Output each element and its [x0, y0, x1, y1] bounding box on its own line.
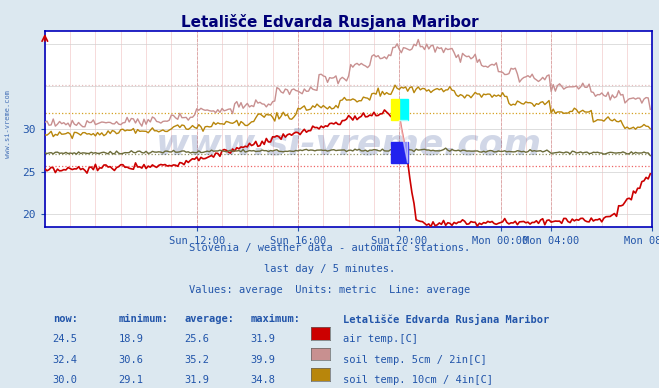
- Text: 39.9: 39.9: [250, 355, 275, 365]
- Text: 31.9: 31.9: [185, 375, 210, 385]
- Text: Slovenia / weather data - automatic stations.: Slovenia / weather data - automatic stat…: [189, 242, 470, 253]
- Text: 18.9: 18.9: [119, 334, 144, 345]
- Text: Letališče Edvarda Rusjana Maribor: Letališče Edvarda Rusjana Maribor: [343, 314, 549, 325]
- Text: minimum:: minimum:: [119, 314, 169, 324]
- Bar: [399, 142, 408, 163]
- Text: now:: now:: [53, 314, 78, 324]
- Text: maximum:: maximum:: [250, 314, 301, 324]
- Polygon shape: [399, 121, 408, 163]
- Text: air temp.[C]: air temp.[C]: [343, 334, 418, 345]
- Text: www.si-vreme.com: www.si-vreme.com: [156, 128, 542, 162]
- Text: 35.2: 35.2: [185, 355, 210, 365]
- Text: 24.5: 24.5: [53, 334, 78, 345]
- Text: 25.6: 25.6: [185, 334, 210, 345]
- Bar: [391, 142, 399, 163]
- Text: 30.6: 30.6: [119, 355, 144, 365]
- Text: 31.9: 31.9: [250, 334, 275, 345]
- Text: soil temp. 10cm / 4in[C]: soil temp. 10cm / 4in[C]: [343, 375, 493, 385]
- Text: last day / 5 minutes.: last day / 5 minutes.: [264, 264, 395, 274]
- Bar: [399, 99, 408, 121]
- Text: www.si-vreme.com: www.si-vreme.com: [5, 90, 11, 158]
- Text: Values: average  Units: metric  Line: average: Values: average Units: metric Line: aver…: [189, 285, 470, 295]
- Bar: [391, 99, 399, 121]
- Text: 34.8: 34.8: [250, 375, 275, 385]
- Text: 32.4: 32.4: [53, 355, 78, 365]
- Text: average:: average:: [185, 314, 235, 324]
- Text: soil temp. 5cm / 2in[C]: soil temp. 5cm / 2in[C]: [343, 355, 486, 365]
- Text: 29.1: 29.1: [119, 375, 144, 385]
- Text: 30.0: 30.0: [53, 375, 78, 385]
- Text: Letališče Edvarda Rusjana Maribor: Letališče Edvarda Rusjana Maribor: [181, 14, 478, 29]
